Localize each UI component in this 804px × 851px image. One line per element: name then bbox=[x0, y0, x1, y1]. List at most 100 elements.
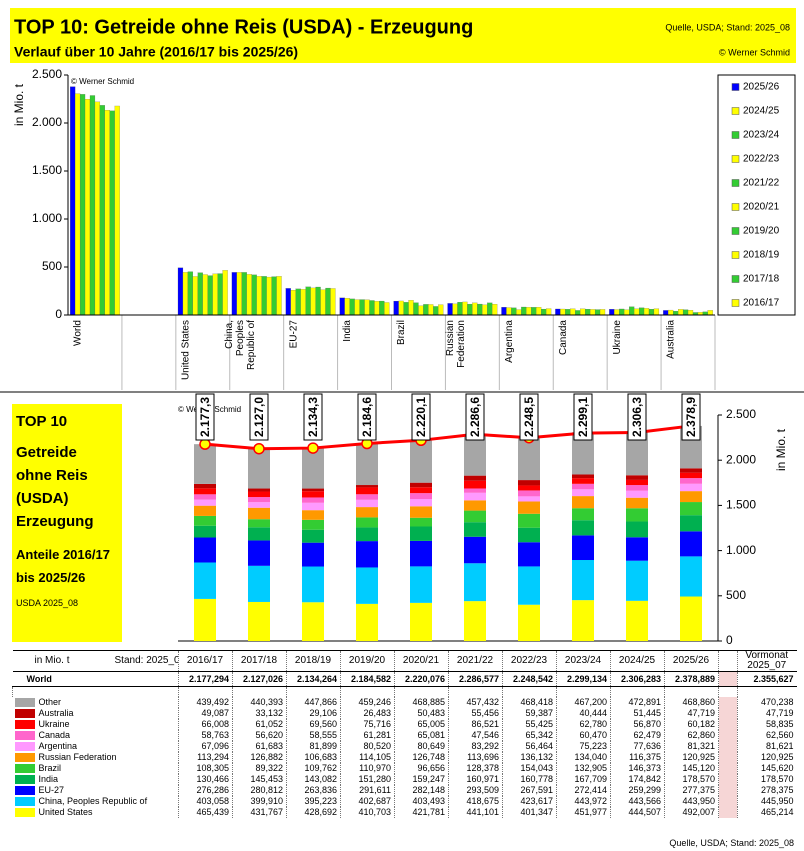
bar bbox=[344, 298, 350, 316]
stack-segment bbox=[356, 494, 378, 500]
cell: 2.306,283 bbox=[610, 671, 665, 687]
bar bbox=[423, 304, 429, 316]
legend-label: 2025/26 bbox=[743, 82, 780, 93]
cell: 151,280 bbox=[340, 774, 395, 785]
name: Argentina bbox=[38, 741, 78, 751]
cell: 47,719 bbox=[664, 708, 719, 719]
stack-segment bbox=[572, 535, 594, 561]
bar bbox=[187, 271, 193, 316]
name: Ukraine bbox=[38, 719, 70, 729]
world-line bbox=[204, 424, 692, 451]
year-header: 2021/22 bbox=[448, 650, 503, 672]
cell: 276,286 bbox=[178, 785, 233, 796]
cell: 263,836 bbox=[286, 785, 341, 796]
table-row: Russian Federation 113,294 126,882 106,683 1… bbox=[13, 752, 797, 763]
y-tick-label: 1.500 bbox=[32, 163, 62, 177]
y-tick-label: 2.500 bbox=[32, 67, 62, 81]
bar bbox=[202, 274, 208, 316]
bar bbox=[506, 307, 512, 316]
stack-segment bbox=[572, 432, 594, 475]
stack-segment bbox=[248, 488, 270, 492]
year-header: 2016/17 bbox=[178, 650, 233, 672]
stack-segment bbox=[518, 437, 540, 481]
stack-segment bbox=[302, 502, 324, 511]
bar bbox=[261, 276, 267, 316]
cell: 174,842 bbox=[610, 774, 665, 785]
legend-label: 2019/20 bbox=[743, 226, 780, 237]
cell: 443,566 bbox=[610, 796, 665, 807]
stack-segment bbox=[680, 491, 702, 503]
cell: 58,835 bbox=[737, 719, 797, 730]
world-marker bbox=[307, 442, 319, 454]
data-table: in Mio. t Stand: 2025_08 2016/17 2017/18 201… bbox=[12, 650, 797, 818]
stack-segment bbox=[356, 487, 378, 495]
stack-segment bbox=[464, 480, 486, 489]
stack-segment bbox=[518, 527, 540, 543]
bar bbox=[643, 308, 650, 316]
bar bbox=[565, 309, 571, 316]
cell: 26,483 bbox=[340, 708, 395, 719]
bar bbox=[109, 110, 115, 316]
panel-line: TOP 10 bbox=[16, 413, 68, 430]
cell: 440,393 bbox=[232, 697, 287, 708]
stack-segment bbox=[680, 483, 702, 492]
bar bbox=[580, 308, 586, 316]
cell: 143,082 bbox=[286, 774, 341, 785]
stack-segment bbox=[680, 556, 702, 597]
cell: 58,763 bbox=[178, 730, 233, 741]
data-label: 2.177,3 bbox=[198, 397, 212, 437]
bar bbox=[79, 94, 86, 316]
stack-segment bbox=[194, 505, 216, 516]
stack-segment bbox=[572, 474, 594, 479]
row-name: Argentina bbox=[13, 741, 179, 752]
bar bbox=[364, 299, 370, 316]
cell: 59,387 bbox=[502, 708, 557, 719]
cell: 56,620 bbox=[232, 730, 287, 741]
legend-swatch bbox=[731, 107, 740, 115]
stack-segment bbox=[356, 499, 378, 508]
cell: 81,321 bbox=[664, 741, 719, 752]
cell: 145,120 bbox=[664, 763, 719, 774]
stack-segment bbox=[194, 488, 216, 495]
year-header: 2023/24 bbox=[556, 650, 611, 672]
year-header: 2022/23 bbox=[502, 650, 557, 672]
bar bbox=[653, 308, 660, 316]
cell: 113,696 bbox=[448, 752, 503, 763]
data-label: 2.134,3 bbox=[306, 397, 320, 437]
bar bbox=[192, 276, 198, 316]
stack-segment bbox=[518, 566, 540, 605]
cell: 2.220,076 bbox=[394, 671, 449, 687]
arrow-cell bbox=[718, 774, 738, 785]
bar bbox=[452, 303, 458, 316]
row-name: Other bbox=[13, 697, 179, 708]
cell: 40,444 bbox=[556, 708, 611, 719]
legend-label: 2016/17 bbox=[743, 298, 780, 309]
swatch bbox=[14, 731, 35, 741]
world-row: World 2.177,294 2.127,026 2.134,264 2.184,58… bbox=[12, 671, 797, 687]
y-tick-label: 2.500 bbox=[726, 407, 756, 421]
cell: 395,223 bbox=[286, 796, 341, 807]
cell: 465,214 bbox=[737, 807, 797, 818]
data-label: 2.248,5 bbox=[522, 397, 536, 437]
arrow-cell bbox=[718, 807, 738, 818]
stack-segment bbox=[626, 560, 648, 601]
bar bbox=[271, 276, 277, 316]
stack-segment bbox=[356, 541, 378, 568]
swatch bbox=[14, 797, 35, 807]
cell: 421,781 bbox=[394, 807, 449, 818]
stack-segment bbox=[194, 483, 216, 489]
cell: 126,748 bbox=[394, 752, 449, 763]
bar bbox=[629, 306, 635, 316]
cell: 65,005 bbox=[394, 719, 449, 730]
year-header: 2018/19 bbox=[286, 650, 341, 672]
bar bbox=[246, 274, 252, 316]
cell: 132,905 bbox=[556, 763, 611, 774]
stack-segment bbox=[356, 567, 378, 604]
table-row: Ukraine 66,008 61,052 69,560 75,716 65,005 86,… bbox=[13, 719, 797, 730]
stack-segment bbox=[626, 521, 648, 538]
label-box bbox=[465, 393, 485, 441]
bar bbox=[75, 93, 81, 316]
table-row: United States 465,439 431,767 428,692 410,70… bbox=[13, 807, 797, 818]
name: Other bbox=[38, 697, 62, 707]
